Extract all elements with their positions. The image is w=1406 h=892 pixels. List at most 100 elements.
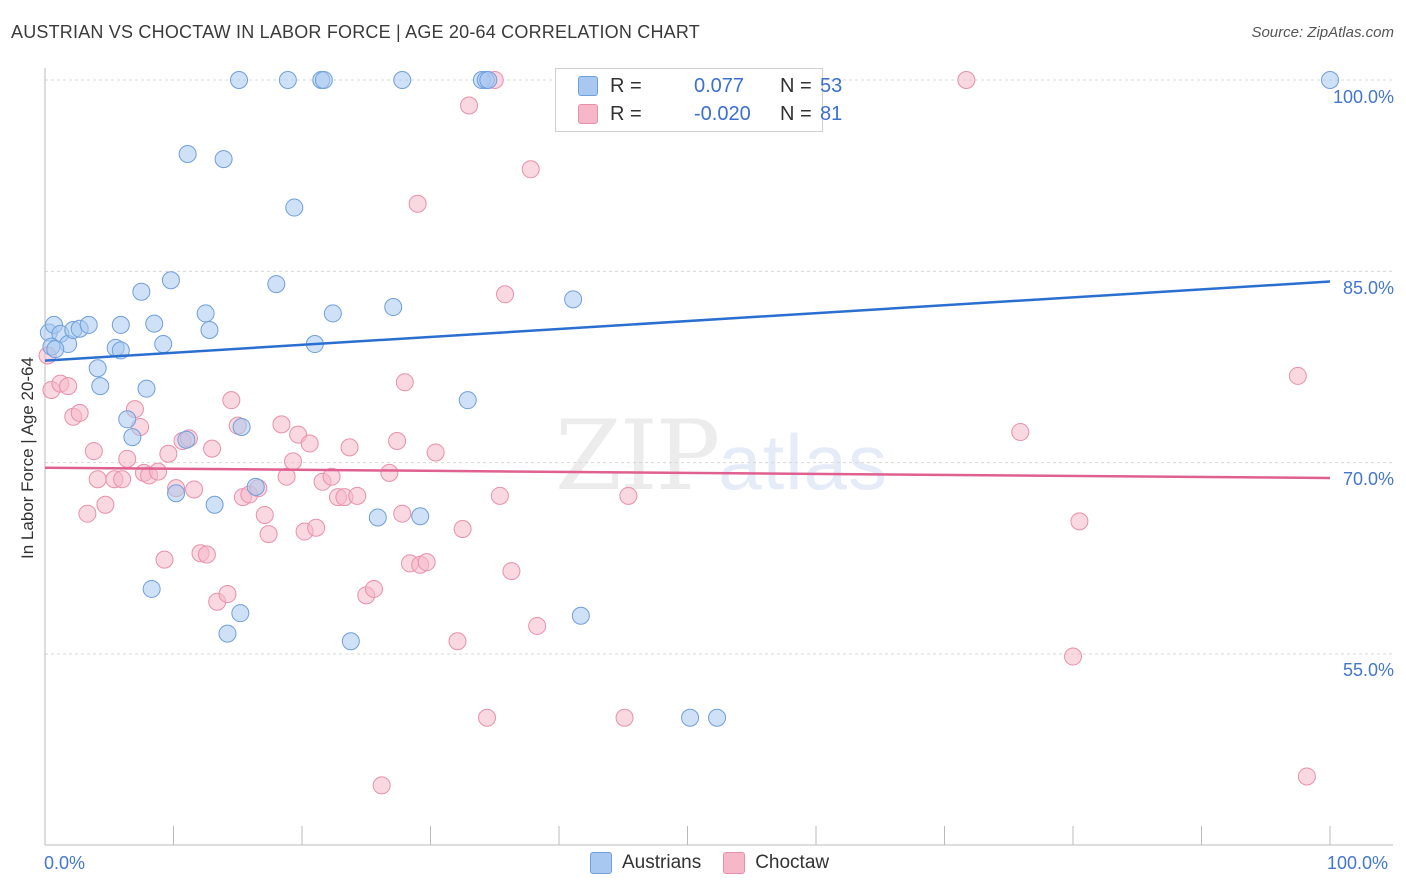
legend-r-label: R = bbox=[610, 74, 642, 97]
choctaw-point bbox=[395, 373, 414, 392]
choctaw-point bbox=[84, 442, 103, 461]
austrians-point bbox=[154, 335, 173, 354]
austrians-point bbox=[230, 71, 249, 89]
bottom-legend-austrians[interactable]: Austrians bbox=[590, 852, 701, 874]
choctaw-point bbox=[619, 486, 638, 505]
austrians-point bbox=[177, 430, 196, 449]
legend-n-value: 53 bbox=[820, 74, 843, 97]
austrians-point bbox=[79, 315, 98, 334]
choctaw-point bbox=[272, 415, 291, 434]
austrians-point bbox=[384, 298, 403, 317]
choctaw-point bbox=[528, 616, 547, 635]
austrians-point bbox=[278, 71, 297, 89]
austrians-point bbox=[458, 391, 477, 410]
austrians-point bbox=[285, 198, 304, 217]
austrians-point bbox=[314, 71, 333, 89]
choctaw-point bbox=[957, 71, 976, 89]
swatch-austrians bbox=[590, 852, 612, 874]
y-tick-label-55: 55.0% bbox=[1342, 660, 1394, 680]
choctaw-point bbox=[364, 579, 383, 598]
legend-r-value: 0.077 bbox=[694, 74, 745, 97]
choctaw-point bbox=[1064, 647, 1082, 666]
choctaw-point bbox=[348, 486, 367, 505]
austrians-point bbox=[214, 150, 233, 169]
source-label: Source: ZipAtlas.com bbox=[1251, 24, 1394, 41]
choctaw-point bbox=[113, 470, 132, 489]
y-tick-label-70: 70.0% bbox=[1342, 469, 1394, 489]
choctaw-point bbox=[615, 708, 634, 727]
austrians-point bbox=[393, 71, 412, 89]
legend-row-austrians: R = 0.077 N = 53 bbox=[578, 73, 842, 99]
legend-swatch-austrians bbox=[578, 76, 598, 96]
y-tick-label-85: 85.0% bbox=[1342, 278, 1394, 298]
austrians-point bbox=[246, 477, 265, 496]
choctaw-point bbox=[203, 439, 222, 458]
choctaw-point bbox=[78, 504, 97, 523]
choctaw-point bbox=[1070, 512, 1089, 531]
austrians-point bbox=[167, 484, 186, 503]
austrians-point bbox=[708, 708, 727, 727]
choctaw-point bbox=[496, 285, 515, 304]
legend-swatch-choctaw bbox=[578, 104, 598, 124]
legend-n-label: N = bbox=[780, 74, 812, 97]
legend-r-value: -0.020 bbox=[694, 102, 751, 125]
choctaw-trend-line bbox=[44, 466, 1331, 480]
choctaw-point bbox=[380, 463, 399, 482]
choctaw-point bbox=[159, 444, 178, 463]
austrians-point bbox=[341, 632, 360, 651]
legend: R = 0.077 N = 53 R = -0.020 N = 81 bbox=[555, 68, 842, 132]
watermark: ZIPatlas bbox=[555, 400, 888, 512]
choctaw-point bbox=[408, 194, 427, 213]
austrians-point bbox=[196, 304, 215, 323]
choctaw-point bbox=[521, 160, 540, 179]
austrians-point bbox=[368, 508, 387, 527]
legend-n-label: N = bbox=[780, 102, 812, 125]
choctaw-point bbox=[372, 776, 391, 795]
austrians-point bbox=[323, 304, 342, 323]
austrians-point bbox=[111, 315, 130, 334]
choctaw-point bbox=[88, 470, 107, 489]
choctaw-point bbox=[388, 431, 407, 450]
austrians-point bbox=[88, 359, 107, 378]
choctaw-point bbox=[277, 467, 296, 486]
bottom-legend-choctaw-label: Choctaw bbox=[755, 852, 830, 873]
choctaw-point bbox=[460, 96, 479, 115]
y-tick-label-100: 100.0% bbox=[1332, 87, 1394, 107]
choctaw-point bbox=[490, 486, 509, 505]
austrians-point bbox=[564, 290, 583, 309]
choctaw-point bbox=[185, 480, 204, 499]
choctaw-point bbox=[284, 452, 303, 471]
chart-title: AUSTRIAN VS CHOCTAW IN LABOR FORCE | AGE… bbox=[11, 22, 700, 42]
austrians-point bbox=[479, 71, 498, 89]
choctaw-point bbox=[340, 438, 359, 457]
watermark-atlas: atlas bbox=[718, 418, 888, 506]
choctaw-point bbox=[259, 525, 278, 544]
austrians-point bbox=[231, 604, 250, 623]
austrians-point bbox=[1321, 71, 1339, 89]
bottom-legend: Austrians Choctaw bbox=[590, 852, 851, 874]
austrians-point bbox=[123, 428, 142, 447]
austrians-point bbox=[142, 579, 161, 598]
choctaw-point bbox=[307, 518, 326, 537]
austrians-point bbox=[178, 144, 197, 163]
choctaw-point bbox=[1297, 767, 1316, 786]
austrians-point bbox=[132, 282, 151, 301]
choctaw-point bbox=[218, 585, 237, 604]
bottom-legend-austrians-label: Austrians bbox=[622, 852, 702, 873]
austrians-point bbox=[205, 495, 224, 514]
austrians-point bbox=[681, 708, 700, 727]
choctaw-point bbox=[118, 449, 137, 468]
bottom-legend-choctaw[interactable]: Choctaw bbox=[723, 852, 829, 874]
x-tick-label-min: 0.0% bbox=[44, 853, 86, 873]
choctaw-point bbox=[1011, 423, 1030, 442]
choctaw-point bbox=[426, 443, 445, 462]
austrians-point bbox=[46, 340, 65, 359]
choctaw-point bbox=[448, 632, 467, 651]
austrians-point bbox=[267, 275, 286, 294]
choctaw-point bbox=[478, 708, 497, 727]
austrians-point bbox=[118, 410, 137, 429]
austrians-point bbox=[232, 417, 251, 436]
choctaw-point bbox=[393, 504, 412, 523]
austrians-point bbox=[91, 377, 110, 396]
